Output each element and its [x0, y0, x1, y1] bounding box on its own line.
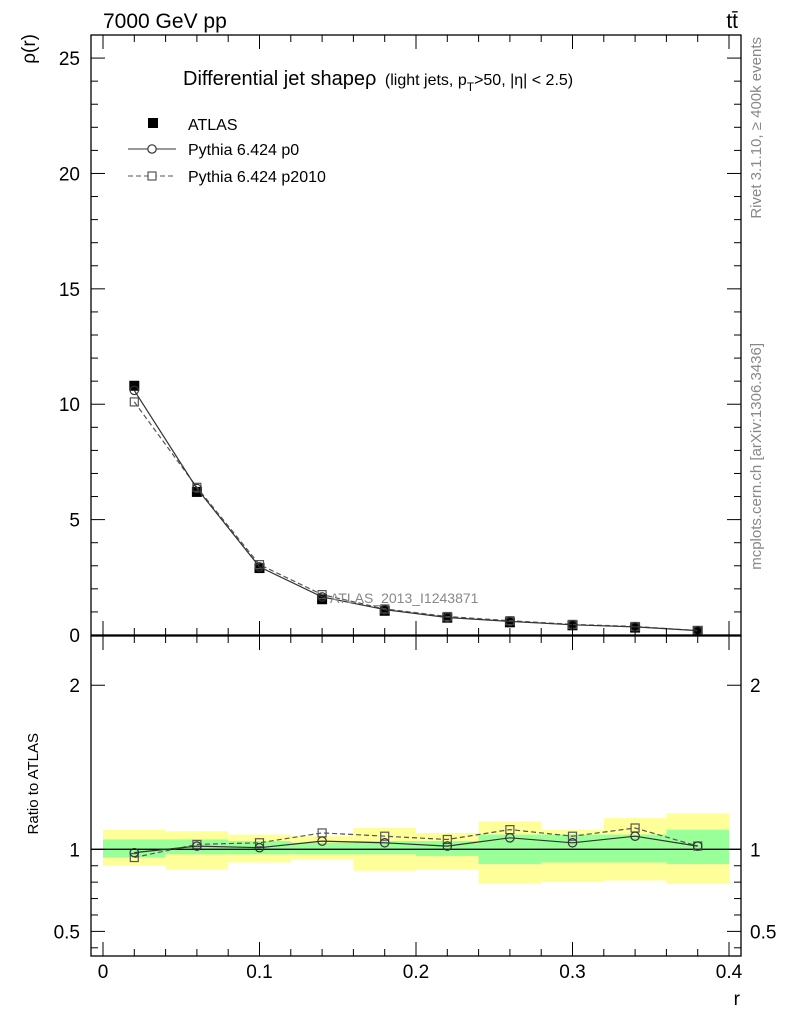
plot-title: Differential jet shapeρ (light jets, pT>…: [183, 68, 573, 94]
y-tick-label-ratio-left: 2: [69, 676, 80, 697]
ratio-band-inner-bin: [541, 834, 604, 863]
x-axis-label: r: [734, 989, 741, 1010]
ratio-uncertainty-bands: [91, 813, 741, 884]
legend-p0-label: Pythia 6.424 p0: [188, 142, 299, 159]
analysis-id-label: ATLAS_2013_I1243871: [330, 590, 479, 606]
y-tick-label-ratio-left: 1: [69, 840, 80, 861]
y-tick-label-ratio-left: 0.5: [54, 922, 80, 943]
atlas-data-point: [504, 617, 515, 628]
legend-atlas-marker: [148, 118, 158, 128]
pythia-p2010-ratio-point: [254, 838, 265, 848]
pythia-p0-main-point: [317, 592, 327, 602]
pythia-p0-ratio-point: [192, 841, 202, 851]
y-tick-label-ratio-right: 1: [750, 840, 761, 861]
pythia-p2010-ratio-point: [442, 834, 452, 845]
atlas-data-point: [317, 594, 328, 605]
y-tick-label-main: 10: [59, 395, 80, 416]
process-label: tt̄: [726, 10, 738, 33]
legend: ATLAS Pythia 6.424 p0 Pythia 6.424 p2010: [128, 117, 326, 186]
axis-tick-labels: 0 0.1 0.2 0.3 0.4 0 5 10 15 20 25 0.5 0.5 1 1 2 2: [54, 49, 777, 983]
pythia-p0-main-line: [133, 390, 698, 632]
pythia-p2010-ratio-point: [129, 852, 139, 863]
pythia-p0-ratio-point: [317, 836, 327, 846]
ratio-band-inner-bin: [165, 839, 229, 855]
energy-label: 7000 GeV pp: [103, 10, 227, 33]
pythia-p2010-main-point: [129, 397, 139, 407]
y-tick-label-main: 15: [59, 280, 80, 301]
y-tick-label-ratio-right: 0.5: [750, 922, 776, 943]
pythia-p0-ratio-point: [129, 847, 140, 858]
legend-p0-marker: [147, 144, 157, 154]
x-tick-label: 0: [98, 962, 109, 983]
ratio-band-inner-bin: [666, 829, 729, 865]
x-tick-label: 0.4: [716, 962, 743, 983]
pythia-p0-main-point: [442, 612, 453, 623]
main-ylabel: ρ(r): [19, 34, 40, 64]
atlas-data-point: [630, 622, 641, 633]
ratio-band-inner-bin: [290, 842, 354, 855]
pythia-p2010-ratio-line: [134, 827, 698, 859]
x-tick-label: 0.2: [403, 962, 429, 983]
ratio-series: [129, 823, 703, 863]
axis-ticks: [91, 34, 741, 956]
pythia-p2010-ratio-point: [567, 831, 578, 841]
y-tick-label-ratio-right: 2: [750, 676, 761, 697]
atlas-data-point: [379, 605, 390, 616]
pythia-p0-main-point: [192, 483, 202, 494]
ratio-band-inner-bin: [353, 841, 416, 855]
plot-title-sub-subscript: T: [467, 80, 475, 94]
y-tick-label-main: 25: [59, 49, 80, 70]
pythia-p0-main-point: [505, 616, 515, 627]
mcplots-reference-label: mcplots.cern.ch [arXiv:1306.3436]: [748, 343, 765, 570]
atlas-data-point: [191, 486, 202, 497]
plot-title-main: Differential jet shapeρ: [183, 68, 376, 90]
ratio-panel-frame: [90, 635, 742, 957]
x-tick-label: 0.1: [246, 962, 272, 983]
pythia-p0-ratio-point: [442, 841, 453, 851]
x-tick-label: 0.3: [559, 962, 585, 983]
pythia-p0-ratio-point: [505, 833, 515, 843]
pythia-p0-main-point: [129, 385, 140, 396]
pythia-p0-ratio-point: [692, 841, 703, 851]
plot-title-sub-b: >50, |η| < 2.5): [474, 72, 573, 89]
pythia-p2010-ratio-point: [380, 831, 390, 841]
pythia-p0-ratio-point: [254, 842, 265, 853]
pythia-p2010-main-line: [133, 401, 698, 632]
y-tick-label-main: 5: [69, 511, 80, 532]
legend-atlas-label: ATLAS: [188, 117, 238, 134]
rivet-version-label: Rivet 3.1.10, ≥ 400k events: [748, 37, 765, 219]
legend-p2010-marker: [147, 171, 157, 181]
pythia-p0-ratio-point: [630, 831, 640, 842]
legend-p2010-label: Pythia 6.424 p2010: [188, 169, 326, 186]
pythia-p0-ratio-point: [567, 837, 578, 848]
y-tick-label-main: 20: [59, 164, 80, 185]
pythia-p0-ratio-line: [134, 835, 698, 854]
pythia-p0-main-point: [379, 604, 390, 615]
pythia-p0-ratio-point: [379, 837, 390, 848]
y-tick-label-main: 0: [69, 626, 80, 647]
pythia-p0-main-point: [254, 562, 265, 572]
ratio-ylabel: Ratio to ATLAS: [25, 733, 42, 834]
plot-title-sub-a: (light jets, p: [385, 72, 467, 89]
